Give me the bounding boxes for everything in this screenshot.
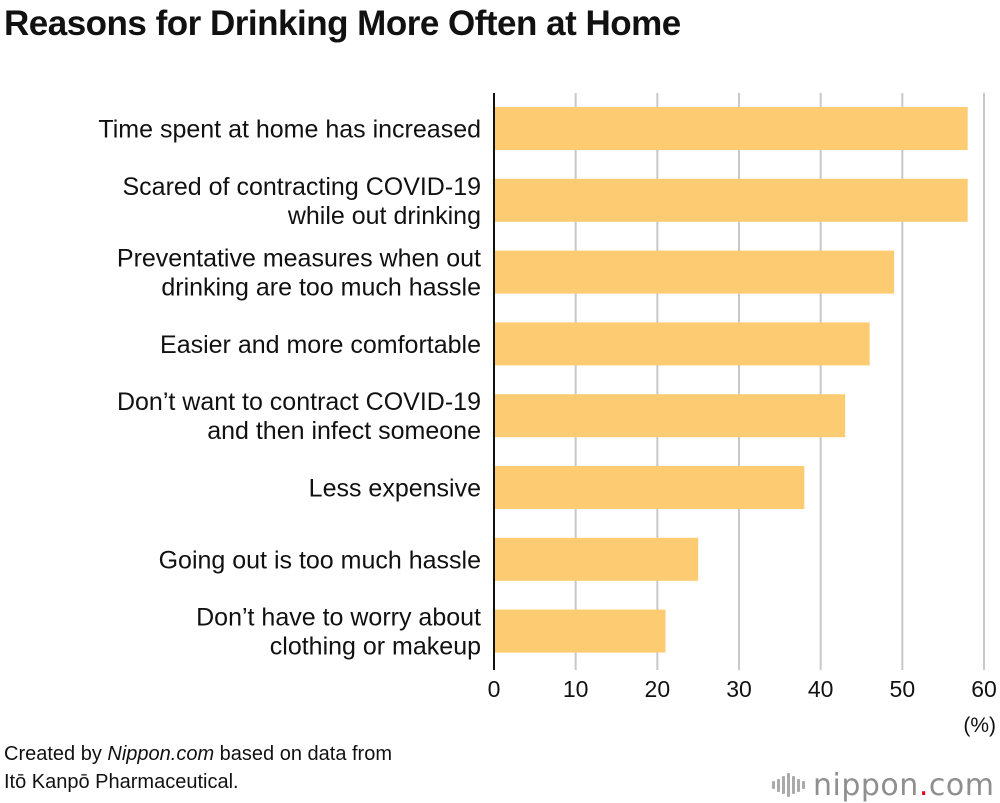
category-label-2: Preventative measures when out drinking a… — [117, 245, 481, 302]
x-tick-labels: 0 10 20 30 40 50 60 — [488, 676, 997, 702]
category-label-2-line-1: drinking are too much hassle — [161, 274, 481, 302]
x-tick-60: 60 — [971, 676, 997, 702]
category-label-4-line-1: and then infect someone — [207, 417, 481, 445]
category-label-0: Time spent at home has increased — [98, 116, 481, 144]
x-tick-0: 0 — [488, 676, 501, 702]
category-label-7-line-0: Don’t have to worry about — [196, 604, 481, 632]
category-label-4-line-0: Don’t want to contract COVID-19 — [117, 388, 481, 416]
x-tick-40: 40 — [808, 676, 834, 702]
category-label-5: Less expensive — [309, 475, 481, 503]
bar-2 — [494, 250, 895, 294]
category-label-1-line-1: while out drinking — [287, 202, 481, 230]
logo-mark-icon — [772, 773, 805, 797]
category-label-3: Easier and more comfortable — [160, 331, 481, 359]
category-label-3-line-0: Easier and more comfortable — [160, 331, 481, 359]
category-label-6: Going out is too much hassle — [159, 546, 481, 574]
category-label-1: Scared of contracting COVID-19 while out … — [123, 173, 482, 230]
bar-0 — [494, 107, 968, 150]
bar-5 — [494, 466, 805, 509]
category-label-0-line-0: Time spent at home has increased — [98, 116, 481, 144]
bars — [494, 107, 968, 653]
chart-title: Reasons for Drinking More Often at Home — [4, 4, 681, 43]
x-tick-30: 30 — [726, 676, 752, 702]
logo-text: nippon.com — [813, 767, 995, 803]
category-label-2-line-0: Preventative measures when out — [117, 245, 481, 273]
bar-7 — [494, 609, 666, 653]
source-line2: Itō Kanpō Pharmaceutical. — [4, 771, 239, 793]
x-tick-10: 10 — [563, 676, 589, 702]
unit-label: (%) — [963, 714, 996, 737]
bar-4 — [494, 394, 846, 438]
category-label-5-line-0: Less expensive — [309, 475, 481, 503]
x-tick-50: 50 — [890, 676, 916, 702]
category-label-7-line-1: clothing or makeup — [270, 633, 481, 661]
x-tick-20: 20 — [645, 676, 671, 702]
category-label-7: Don’t have to worry about clothing or mak… — [196, 604, 481, 661]
source-suffix: based on data from — [214, 743, 392, 765]
source-note: Created by Nippon.com based on data from… — [4, 740, 392, 796]
category-label-6-line-0: Going out is too much hassle — [159, 546, 481, 574]
bar-6 — [494, 537, 699, 581]
category-labels: Time spent at home has increased Scared o… — [98, 116, 481, 661]
source-site: Nippon.com — [107, 743, 215, 765]
source-prefix: Created by — [4, 743, 108, 765]
bar-3 — [494, 322, 870, 366]
bar-1 — [494, 178, 968, 222]
category-label-4: Don’t want to contract COVID-19 and then … — [117, 388, 481, 445]
category-label-1-line-0: Scared of contracting COVID-19 — [123, 173, 482, 201]
